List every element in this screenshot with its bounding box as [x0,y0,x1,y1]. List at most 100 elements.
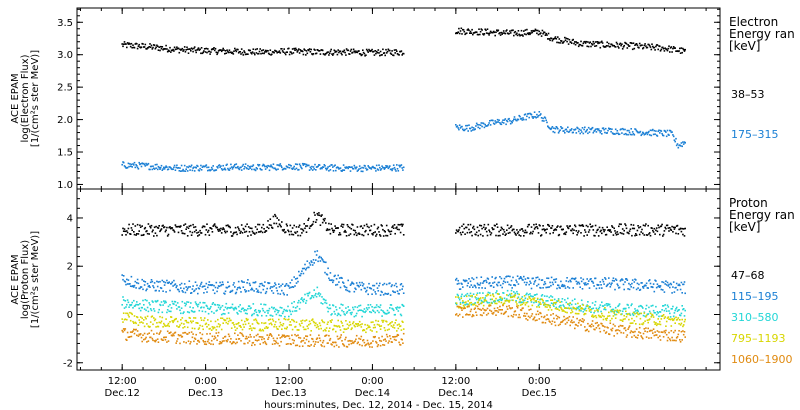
data-point [319,339,322,342]
data-point [391,169,393,172]
data-point [594,128,597,131]
data-point [633,320,636,322]
data-point [655,334,658,336]
data-point [312,259,315,261]
data-point [186,289,188,291]
data-point [173,334,175,337]
data-point [243,228,245,231]
data-point [502,122,505,124]
data-point [469,127,472,130]
data-point [122,45,124,48]
data-point [283,334,285,337]
data-point [328,228,331,231]
data-point [352,308,355,311]
data-point [365,310,367,312]
data-point [573,42,575,45]
data-point [167,168,170,170]
data-point [217,323,220,325]
data-point [206,326,208,328]
data-point [344,51,346,54]
data-point [191,327,194,330]
data-point [242,54,245,56]
data-point [269,165,272,168]
data-point [265,315,268,317]
data-point [356,51,359,54]
data-point [334,164,336,166]
data-point [365,48,368,51]
data-point [294,49,296,51]
data-point [655,324,658,327]
data-point [479,33,481,36]
data-point [614,46,617,48]
data-point [394,52,396,54]
data-point [261,52,264,55]
data-point [530,295,532,297]
data-point [240,53,242,55]
data-point [240,332,243,335]
data-point [294,344,297,347]
data-point [334,51,336,53]
data-point [610,328,612,331]
data-point [154,340,157,343]
data-point [132,307,134,309]
data-point [516,119,518,122]
data-point [626,334,629,336]
data-point [218,325,221,328]
data-point [682,333,685,336]
data-point [564,311,567,313]
data-point [146,232,149,235]
data-point [292,167,295,169]
data-point [256,168,258,170]
data-point [217,287,219,289]
data-point [365,229,367,232]
data-point [482,307,484,310]
data-point [487,293,490,296]
data-point [462,128,464,131]
data-point [227,167,229,170]
data-point [602,280,605,283]
data-point [261,322,263,324]
data-point [239,51,241,53]
data-point [367,304,369,306]
data-point [662,233,665,236]
data-point [261,336,264,338]
data-point [162,339,164,341]
data-point [274,343,276,345]
data-point [396,330,398,332]
data-point [655,322,657,324]
data-point [552,304,554,306]
data-point [662,134,665,137]
data-point [237,334,239,336]
data-point [641,228,643,231]
data-point [358,233,361,235]
data-point [293,320,295,323]
data-point [159,304,162,307]
data-point [379,282,381,285]
data-point [468,305,470,308]
data-point [636,44,639,47]
data-point [538,278,541,281]
data-point [281,166,283,169]
data-point [673,47,676,49]
data-point [607,315,609,317]
data-point [238,310,241,312]
data-point [315,221,317,223]
data-point [540,35,543,37]
data-point [550,276,553,279]
data-point [601,42,604,44]
data-point [468,278,470,280]
data-point [306,325,309,327]
data-point [260,230,262,233]
data-point [492,293,494,296]
data-point [472,127,475,129]
data-point [278,164,281,167]
data-point [595,307,598,310]
data-point [286,335,288,337]
data-point [273,306,275,309]
data-point [328,307,330,310]
data-point [278,50,281,52]
data-point [530,287,533,290]
data-point [149,168,151,171]
data-point [271,166,274,169]
data-point [650,305,653,307]
